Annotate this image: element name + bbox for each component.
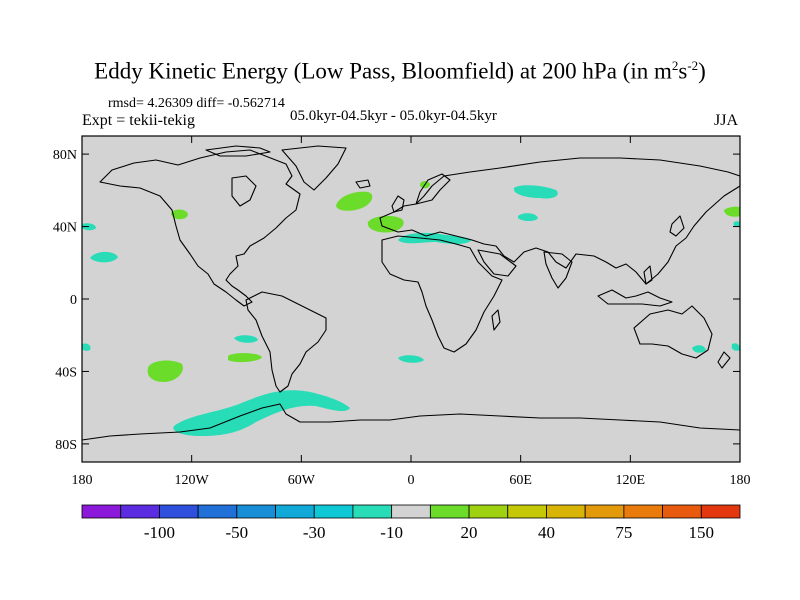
- colorbar-swatch: [81, 504, 122, 519]
- colorbar-label: 150: [689, 523, 715, 542]
- lat-tick-label: 80S: [55, 438, 77, 453]
- coastline-scandinavia: [415, 173, 451, 205]
- rmsd-diff-stats: rmsd= 4.26309 diff= -0.562714: [108, 96, 285, 111]
- coastline-new-zealand: [717, 351, 731, 369]
- coastline-north-america: [99, 149, 301, 307]
- coastline-india: [543, 251, 573, 289]
- colorbar-swatch: [313, 504, 354, 519]
- colorbar-label: -10: [380, 523, 403, 542]
- positive-anomaly-north-atlantic: [336, 191, 373, 211]
- colorbar-swatch: [120, 504, 160, 519]
- coastline-greenland: [281, 145, 347, 191]
- colorbar-swatch: [159, 504, 199, 519]
- positive-anomaly-iberia: [367, 215, 404, 233]
- lat-tick-label: 40N: [53, 221, 77, 236]
- coastline-canadian-arctic: [205, 145, 271, 157]
- lon-tick-label: 120W: [175, 473, 210, 488]
- lat-tick-label: 0: [70, 293, 77, 308]
- coastline-madagascar: [491, 309, 501, 331]
- colorbar-swatch: [546, 504, 586, 519]
- latitude-ticks: 80N 40N 0 40S 80S: [53, 148, 740, 453]
- period-label: 05.0kyr-04.5kyr - 05.0kyr-04.5kyr: [290, 108, 497, 124]
- colorbar-swatch: [662, 504, 702, 519]
- coastline-africa: [381, 235, 503, 353]
- negative-anomaly-mediterranean: [398, 232, 472, 244]
- colorbar-swatch: [700, 504, 741, 519]
- negative-anomaly-south-dateline-east: [731, 343, 740, 351]
- negative-anomaly-south-indian: [398, 355, 424, 363]
- season-label: JJA: [714, 112, 739, 129]
- colorbar-swatch: [275, 504, 315, 519]
- negative-anomaly-caspian: [518, 213, 538, 221]
- coastline-maritime-continent: [597, 289, 673, 307]
- lon-tick-label: 60W: [288, 473, 316, 488]
- colorbar-swatch: [197, 504, 238, 519]
- coastline-british-isles: [391, 195, 405, 213]
- coastline-australia: [633, 305, 713, 359]
- colorbar-swatch: [352, 504, 393, 519]
- lon-tick-label: 0: [408, 473, 415, 488]
- negative-anomaly-barents: [513, 185, 558, 199]
- plot-title: Eddy Kinetic Energy (Low Pass, Bloomfiel…: [94, 58, 706, 84]
- colorbar-swatch: [507, 504, 547, 519]
- positive-anomaly-west-pacific: [724, 206, 740, 217]
- lat-tick-label: 40S: [55, 365, 77, 380]
- coastline-south-america: [245, 291, 327, 393]
- lon-tick-label: 180: [72, 473, 93, 488]
- positive-anomaly-south-east-pacific: [228, 353, 262, 363]
- positive-anomaly-north-pacific: [171, 209, 188, 220]
- colorbar-label: 20: [461, 523, 478, 542]
- coastline-antarctica: [81, 403, 741, 441]
- lat-tick-label: 80N: [53, 148, 77, 163]
- colorbar-swatch: [584, 504, 625, 519]
- colorbar: -100 -50 -30 -10 20 40 75 150: [81, 504, 741, 542]
- negative-anomaly-south-pacific: [234, 335, 258, 343]
- negative-anomaly-south-dateline: [82, 343, 91, 351]
- colorbar-label: 40: [538, 523, 555, 542]
- colorbar-label: -50: [225, 523, 248, 542]
- colorbar-label: -30: [303, 523, 326, 542]
- positive-anomaly-south-pacific: [147, 360, 183, 382]
- coastline-arabia: [477, 249, 517, 277]
- colorbar-swatch: [468, 504, 509, 519]
- coastline-japan: [669, 215, 685, 237]
- longitude-ticks: 180 120W 60W 0 60E 120E 180: [72, 136, 751, 488]
- experiment-label: Expt = tekii-tekig: [82, 112, 195, 129]
- colorbar-swatch: [623, 504, 663, 519]
- lon-tick-label: 60E: [509, 473, 532, 488]
- negative-anomaly-tasman: [692, 345, 706, 353]
- coastline-hudson-bay: [231, 175, 257, 207]
- colorbar-label: 75: [615, 523, 632, 542]
- colorbar-label: -100: [144, 523, 175, 542]
- map-background: [82, 136, 740, 462]
- colorbar-swatch: [429, 504, 470, 519]
- lon-tick-label: 120E: [616, 473, 646, 488]
- coastline-iceland: [355, 179, 371, 189]
- negative-anomaly-east-pacific: [90, 251, 118, 263]
- coastlines: [81, 145, 741, 441]
- coastline-philippines: [643, 265, 653, 285]
- lon-tick-label: 180: [730, 473, 751, 488]
- negative-anomaly-dateline-north-east: [733, 221, 741, 227]
- coastline-eurasia: [379, 157, 741, 285]
- colorbar-swatch: [391, 504, 431, 519]
- colorbar-swatch: [236, 504, 276, 519]
